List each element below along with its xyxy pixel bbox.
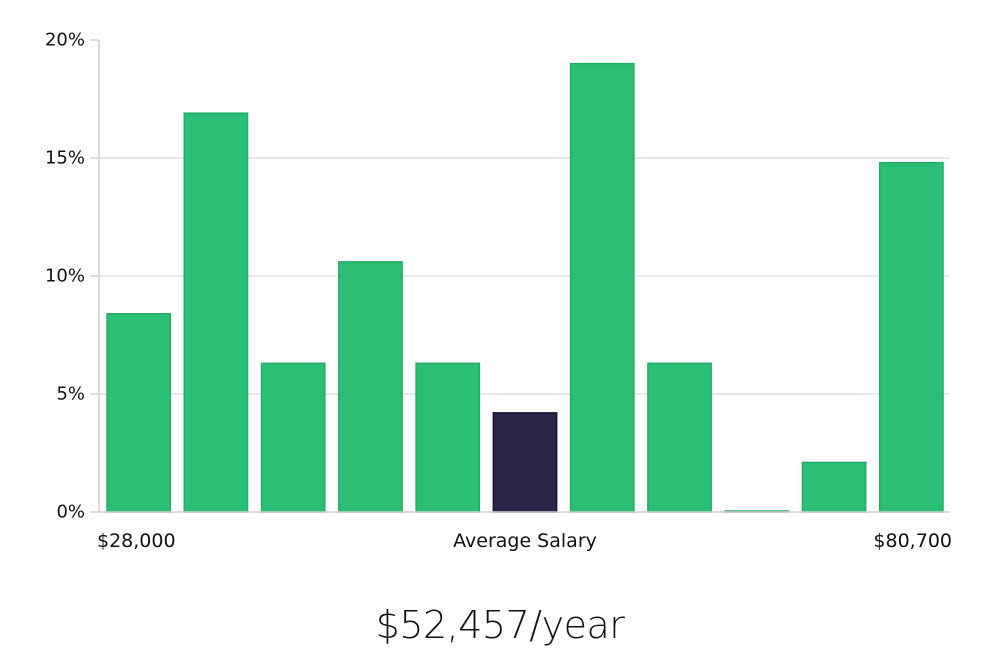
histogram-bar: [647, 362, 712, 513]
histogram-bar: [183, 112, 249, 513]
y-tick-label: 20%: [45, 30, 85, 51]
y-tick-label: 5%: [56, 384, 85, 405]
histogram-bar-highlighted: [492, 412, 558, 513]
x-axis-min-label: $28,000: [97, 530, 176, 552]
histogram-bar: [415, 362, 481, 513]
x-axis-max-label: $80,700: [873, 530, 952, 552]
histogram-bar: [801, 461, 867, 513]
histogram-bar: [569, 62, 635, 513]
y-tick-label: 15%: [45, 148, 85, 169]
average-salary-value: $52,457/year: [375, 603, 625, 647]
axes: [90, 39, 950, 513]
y-tick-label: 10%: [45, 266, 85, 287]
histogram-bar: [106, 313, 172, 513]
y-tick-labels: 0% 5% 10% 15% 20%: [45, 30, 85, 523]
y-tick-label: 0%: [56, 502, 85, 523]
histogram-bar: [338, 261, 403, 513]
x-axis-title: Average Salary: [453, 530, 597, 552]
histogram-bars: [106, 62, 944, 513]
histogram-bar: [260, 362, 326, 513]
histogram-bar: [878, 161, 944, 513]
salary-histogram-chart: 0% 5% 10% 15% 20% $28,000 Average Salary $80…: [45, 30, 952, 553]
